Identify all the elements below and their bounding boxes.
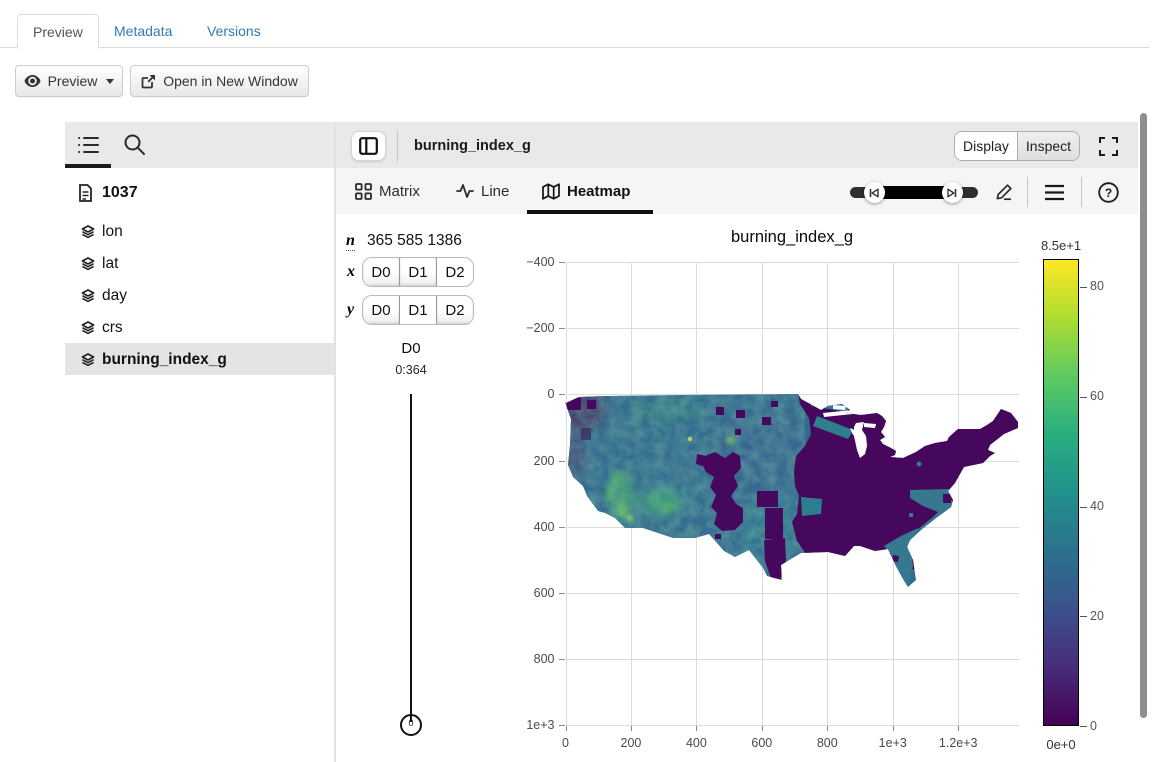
svg-text:?: ?: [1105, 186, 1112, 200]
